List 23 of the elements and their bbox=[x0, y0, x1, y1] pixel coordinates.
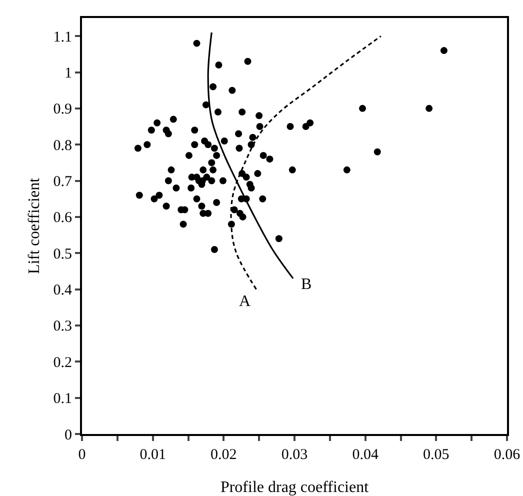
y-tick-label: 0.4 bbox=[53, 282, 72, 299]
y-tick-label: 0.1 bbox=[53, 391, 72, 408]
x-tick-label: 0.06 bbox=[494, 447, 521, 463]
y-tick-label: 0.2 bbox=[53, 354, 72, 371]
series-label: B bbox=[301, 276, 312, 293]
x-tick-label: 0.05 bbox=[423, 447, 450, 463]
series-label: A bbox=[239, 293, 251, 310]
y-axis-title: Lift coefficient bbox=[26, 177, 43, 274]
y-tick-label: 0.3 bbox=[53, 318, 72, 335]
x-tick-label: 0.01 bbox=[140, 447, 166, 463]
y-tick-label: 1 bbox=[64, 66, 72, 82]
x-tick-label: 0.03 bbox=[281, 447, 308, 463]
x-tick-label: 0.02 bbox=[210, 447, 237, 463]
y-tick-label: 0.6 bbox=[53, 210, 72, 226]
y-tick-label: 1.1 bbox=[53, 29, 72, 46]
y-tick-label: 0.8 bbox=[53, 138, 72, 154]
x-axis-title: Profile drag coefficient bbox=[220, 479, 370, 496]
x-tick-label: 0 bbox=[78, 447, 86, 463]
y-tick-label: 0.5 bbox=[53, 246, 72, 262]
y-tick-label: 0.9 bbox=[53, 102, 72, 118]
y-tick-label: 0.7 bbox=[53, 174, 72, 190]
x-tick-label: 0.04 bbox=[352, 447, 379, 463]
y-tick-label: 0 bbox=[64, 427, 72, 444]
